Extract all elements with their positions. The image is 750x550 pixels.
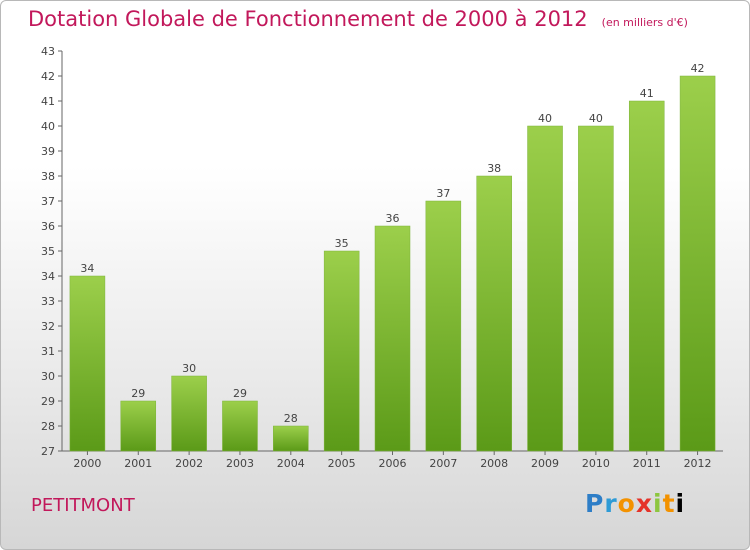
x-tick-label: 2009: [531, 457, 559, 470]
data-label: 40: [589, 112, 603, 125]
data-label: 40: [538, 112, 552, 125]
x-tick-label: 2000: [73, 457, 101, 470]
data-label: 34: [80, 262, 94, 275]
y-tick-label: 37: [41, 195, 55, 208]
bar: [425, 200, 462, 452]
data-label: 35: [335, 237, 349, 250]
data-label: 30: [182, 362, 196, 375]
y-tick-label: 30: [41, 370, 55, 383]
data-label: 42: [691, 62, 705, 75]
data-label: 37: [436, 187, 450, 200]
x-tick-label: 2011: [633, 457, 661, 470]
x-tick-label: 2012: [684, 457, 712, 470]
y-tick-label: 40: [41, 120, 55, 133]
bar: [273, 425, 309, 452]
y-tick-label: 29: [41, 395, 55, 408]
x-tick-label: 2001: [124, 457, 152, 470]
logo-letter: r: [604, 489, 618, 518]
commune-name: PETITMONT: [31, 495, 135, 516]
x-tick-label: 2010: [582, 457, 610, 470]
bar: [69, 275, 106, 452]
bar: [628, 100, 665, 452]
y-tick-label: 31: [41, 345, 55, 358]
y-tick-label: 35: [41, 245, 55, 258]
x-tick-label: 2008: [480, 457, 508, 470]
y-tick-label: 32: [41, 320, 55, 333]
logo-letter: o: [617, 489, 636, 518]
y-tick-label: 34: [41, 270, 55, 283]
y-tick-label: 42: [41, 70, 55, 83]
logo-letter: i: [675, 489, 686, 518]
data-label: 28: [284, 412, 298, 425]
data-label: 29: [131, 387, 145, 400]
y-tick-label: 38: [41, 170, 55, 183]
bar: [323, 250, 360, 452]
proxiti-logo: Proxiti: [585, 489, 685, 518]
x-tick-label: 2006: [379, 457, 407, 470]
y-tick-label: 39: [41, 145, 55, 158]
chart-axes: 27 28 29 30 31 32 33 34 35 36 37 38 39 40 41 42 43 2000 20…: [41, 45, 723, 470]
bar: [679, 75, 716, 452]
bar: [222, 400, 258, 452]
bar: [578, 125, 614, 452]
data-label: 41: [640, 87, 654, 100]
logo-letter: P: [585, 489, 605, 518]
chart-data-labels: 34 29 30 29 28 35 36 37 38 40 40 41 42: [80, 62, 704, 425]
y-tick-label: 27: [41, 445, 55, 458]
y-tick-label: 43: [41, 45, 55, 58]
chart-unit: (en milliers d'€): [601, 16, 688, 29]
chart-title-block: Dotation Globale de Fonctionnement de 20…: [28, 7, 688, 31]
y-tick-label: 28: [41, 420, 55, 433]
bar: [527, 125, 563, 452]
logo-letter: t: [662, 489, 676, 518]
y-tick-label: 41: [41, 95, 55, 108]
x-tick-label: 2005: [328, 457, 356, 470]
x-tick-label: 2004: [277, 457, 305, 470]
bar: [374, 225, 411, 452]
data-label: 38: [487, 162, 501, 175]
x-tick-label: 2002: [175, 457, 203, 470]
bar: [476, 175, 512, 452]
x-tick-label: 2007: [429, 457, 457, 470]
data-label: 29: [233, 387, 247, 400]
logo-letter: i: [653, 489, 663, 518]
logo-letter: x: [635, 489, 653, 518]
bar: [171, 375, 207, 452]
y-tick-label: 33: [41, 295, 55, 308]
y-tick-label: 36: [41, 220, 55, 233]
x-tick-label: 2003: [226, 457, 254, 470]
data-label: 36: [386, 212, 400, 225]
bar: [120, 400, 157, 452]
chart-bars: [69, 75, 716, 452]
chart-title: Dotation Globale de Fonctionnement de 20…: [28, 7, 588, 31]
